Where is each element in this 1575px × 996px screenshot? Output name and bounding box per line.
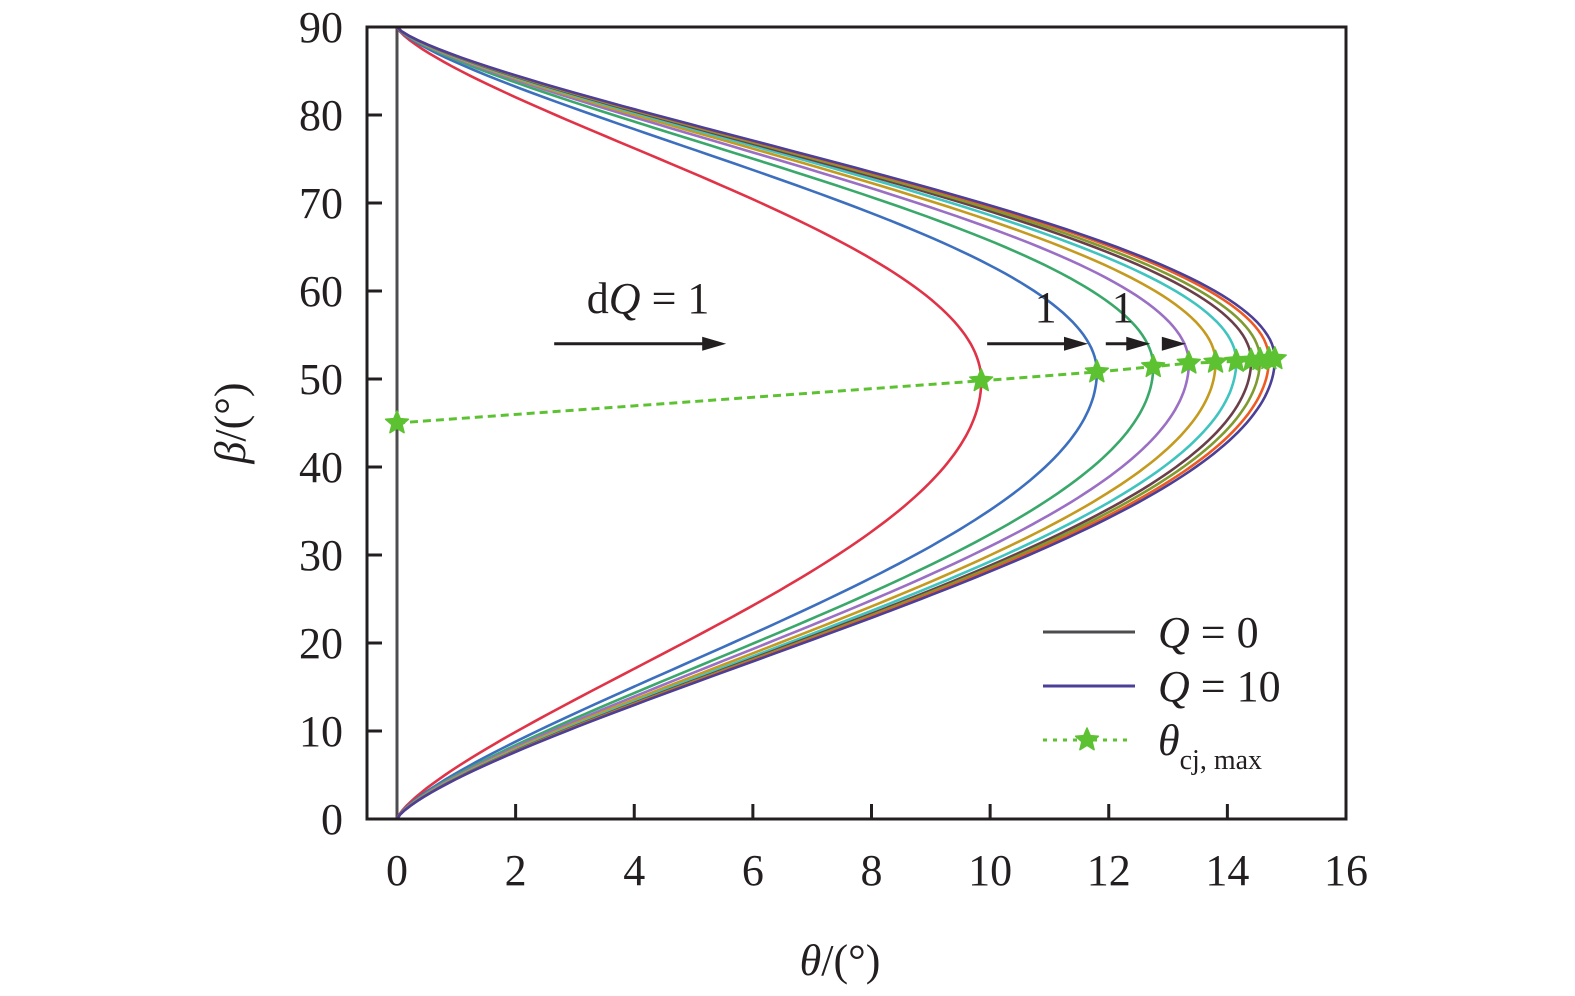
series-line-q7: [395, 26, 1253, 820]
annotation-label: dQ = 1: [587, 274, 710, 323]
y-tick-label: 70: [299, 179, 343, 228]
series-line-q10: [395, 26, 1277, 820]
series-line-q9: [395, 26, 1271, 820]
x-tick-label: 16: [1324, 846, 1368, 895]
y-tick-label: 40: [299, 443, 343, 492]
curves-layer: [395, 26, 1277, 820]
legend-label-var: Q: [1158, 662, 1190, 711]
star-marker-icon: [1262, 346, 1287, 370]
x-tick-label: 4: [623, 846, 645, 895]
legend-label: Q = 10: [1158, 662, 1281, 711]
x-axis-title-unit: /(°): [821, 936, 880, 985]
x-tick-label: 12: [1087, 846, 1131, 895]
legend-label-var: Q: [1158, 608, 1190, 657]
legend-label: θcj, max: [1158, 716, 1262, 776]
arrow-head-icon: [702, 336, 727, 351]
x-axis-ticks: 0 2 4 6 8 10 12 14 16: [386, 804, 1368, 895]
legend-label-var: θ: [1158, 716, 1180, 765]
y-tick-label: 90: [299, 3, 343, 52]
arrow-head-icon: [1161, 336, 1186, 351]
legend-label-value: = 10: [1190, 662, 1281, 711]
annotations-layer: dQ = 1 1 1: [554, 274, 1186, 351]
annotation-suffix: = 1: [641, 274, 710, 323]
series-line-q1: [395, 26, 983, 820]
y-axis-title-unit: /(°): [206, 382, 255, 441]
annotation-label: 1: [1112, 283, 1134, 332]
x-tick-label: 0: [386, 846, 408, 895]
x-tick-label: 6: [742, 846, 764, 895]
star-marker-icon: [969, 368, 994, 392]
series-line-q3: [395, 26, 1155, 820]
plot-frame: [365, 25, 1348, 821]
y-tick-label: 0: [321, 795, 343, 844]
legend-label-value: = 0: [1190, 608, 1259, 657]
x-tick-label: 2: [505, 846, 527, 895]
x-axis-title-var: θ: [800, 936, 822, 985]
theta-cj-max-series: [384, 346, 1287, 434]
y-tick-label: 80: [299, 91, 343, 140]
y-tick-label: 60: [299, 267, 343, 316]
x-axis-title: θ/(°): [800, 936, 881, 985]
star-marker-icon: [384, 410, 410, 434]
series-line-q8: [395, 26, 1262, 820]
arrow-head-icon: [1126, 336, 1151, 351]
x-tick-label: 14: [1205, 846, 1249, 895]
legend-label-subscript: cj, max: [1180, 745, 1262, 776]
legend-star-icon: [1074, 727, 1100, 751]
annotation-var: Q: [609, 274, 641, 323]
arrow-head-icon: [1063, 336, 1088, 351]
y-tick-label: 50: [299, 355, 343, 404]
theta-cj-max-line: [396, 357, 1275, 425]
annotation-prefix: d: [587, 274, 609, 323]
y-axis-title: β/(°): [206, 382, 255, 464]
y-axis-ticks: 0 10 20 30 40 50 60 70 80 90: [299, 3, 382, 844]
legend-label: Q = 0: [1158, 608, 1259, 657]
annotation-label: 1: [1035, 283, 1057, 332]
series-line-q6: [395, 26, 1238, 820]
star-marker-icon: [1141, 353, 1166, 378]
x-tick-label: 10: [968, 846, 1012, 895]
series-line-q2: [395, 26, 1099, 820]
series-line-q4: [395, 26, 1191, 820]
y-tick-label: 10: [299, 707, 343, 756]
x-tick-label: 8: [861, 846, 883, 895]
y-tick-label: 30: [299, 531, 343, 580]
star-marker-icon: [1203, 349, 1228, 373]
y-tick-label: 20: [299, 619, 343, 668]
series-line-q5: [395, 26, 1217, 820]
y-axis-title-var: β: [206, 442, 255, 465]
star-marker-icon: [1084, 359, 1110, 383]
star-marker-icon: [1176, 350, 1201, 374]
